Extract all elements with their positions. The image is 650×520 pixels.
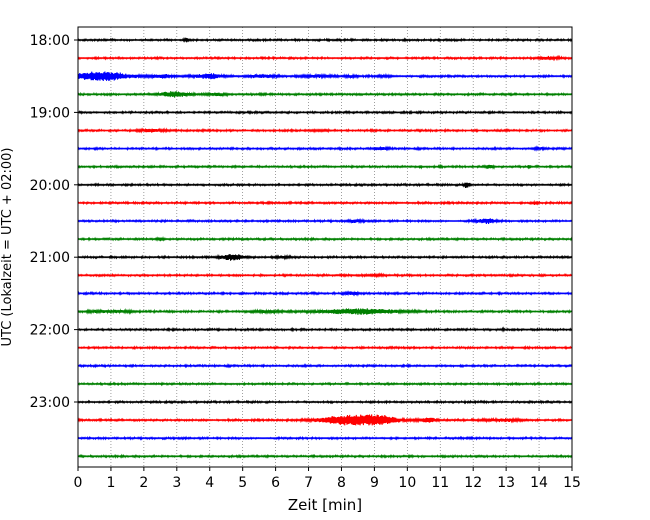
x-tick-label: 4 [205,475,214,491]
y-tick-label: 20:00 [30,178,70,194]
x-axis-title: Zeit [min] [288,496,362,514]
x-tick-label: 15 [563,475,581,491]
x-tick-label: 11 [431,475,449,491]
y-axis-ticks: 18:00 19:00 20:00 21:00 22:00 23:00 [30,33,78,411]
x-tick-label: 9 [370,475,379,491]
seismogram-trace-2230 [77,363,573,369]
plot-frame [77,26,573,468]
seismogram-trace-1930 [77,145,573,152]
seismogram-trace-2030 [77,217,573,225]
seismogram-trace-2200 [77,326,573,333]
seismogram-trace-2115 [77,272,573,279]
seismogram-trace-1900 [77,109,573,116]
seismogram-traces [77,36,573,459]
y-axis-title: UTC (Lokalzeit = UTC + 02:00) [0,148,15,347]
seismogram-trace-1915 [77,127,573,134]
seismogram-trace-1815 [77,54,573,62]
seismogram-trace-2245 [77,381,573,387]
x-axis-ticks: 0 1 2 3 4 5 6 7 8 9 10 11 12 13 14 15 [74,467,581,491]
x-tick-label: 1 [106,475,115,491]
seismogram-trace-2315 [77,414,573,426]
seismogram-trace-2045 [77,236,573,242]
seismogram-trace-2015 [77,199,573,206]
seismogram-trace-2100 [77,253,573,261]
y-tick-label: 19:00 [30,105,70,121]
x-tick-label: 10 [398,475,416,491]
seismogram-trace-2000 [77,181,573,189]
x-tick-label: 8 [337,475,346,491]
x-tick-label: 3 [172,475,181,491]
seismogram-trace-2215 [77,345,573,351]
seismogram-trace-1945 [77,163,573,170]
x-tick-label: 12 [464,475,482,491]
seismogram-trace-1830 [77,71,573,82]
x-tick-label: 6 [271,475,280,491]
y-tick-label: 22:00 [30,323,70,339]
seismogram-trace-1800 [77,36,573,43]
grid-lines [110,27,540,467]
x-tick-label: 0 [74,475,83,491]
x-tick-label: 2 [139,475,148,491]
x-tick-label: 14 [530,475,548,491]
seismogram-trace-2130 [77,290,573,297]
seismogram-trace-2330 [77,435,573,441]
seismogram-trace-2145 [77,308,573,315]
seismogram-trace-1845 [77,91,573,98]
y-tick-label: 18:00 [30,33,70,49]
x-tick-label: 5 [238,475,247,491]
seismogram-trace-2345 [77,453,573,459]
x-tick-label: 7 [304,475,313,491]
seismogram-trace-2300 [77,399,573,405]
y-tick-label: 23:00 [30,395,70,411]
x-tick-label: 13 [497,475,515,491]
y-tick-label: 21:00 [30,250,70,266]
